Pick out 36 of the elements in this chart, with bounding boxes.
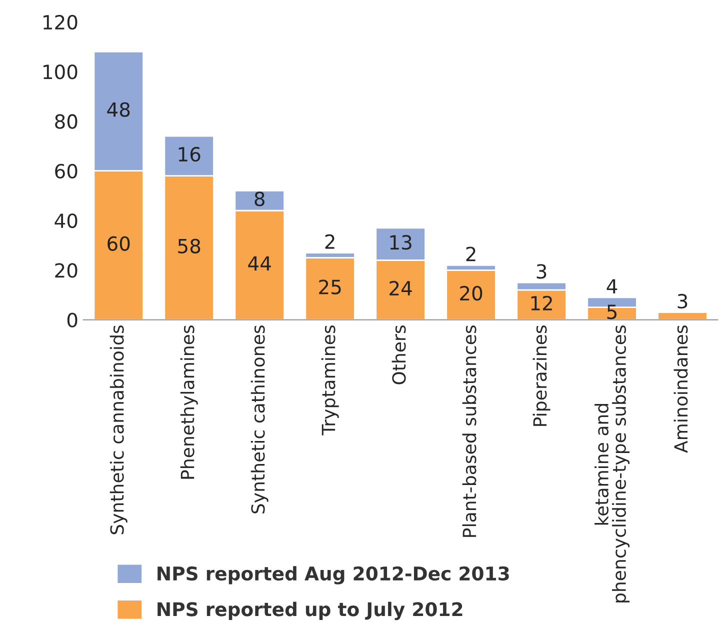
y-tick-label: 60 bbox=[55, 164, 78, 179]
y-tick-label: 0 bbox=[67, 312, 78, 328]
x-tick-label: Piperazines bbox=[532, 326, 550, 426]
y-tick-label: 80 bbox=[55, 114, 78, 129]
data-label: 3 bbox=[536, 264, 546, 279]
data-label: 48 bbox=[107, 102, 130, 117]
y-tick-label: 100 bbox=[44, 64, 78, 80]
data-label: 44 bbox=[248, 256, 271, 271]
data-label: 60 bbox=[108, 236, 130, 251]
x-tick-label: ketamine and phencyclidine-type substances bbox=[594, 326, 630, 602]
data-label: 24 bbox=[390, 280, 412, 296]
x-tick-label: Tryptamines bbox=[321, 326, 339, 436]
bar bbox=[657, 312, 708, 320]
legend-label: NPS reported Aug 2012-Dec 2013 bbox=[158, 566, 509, 584]
data-label: 16 bbox=[178, 146, 200, 162]
data-label: 13 bbox=[390, 235, 412, 250]
legend-label: NPS reported up to July 2012 bbox=[158, 602, 462, 620]
y-tick-label: 20 bbox=[55, 263, 78, 278]
x-tick-label: Others bbox=[392, 326, 406, 384]
data-label: 25 bbox=[319, 280, 341, 294]
data-label: 2 bbox=[466, 246, 476, 262]
x-tick-label: Synthetic cannabinoids bbox=[110, 326, 128, 534]
data-label: 12 bbox=[531, 296, 552, 310]
data-label: 3 bbox=[678, 294, 688, 309]
data-label: 4 bbox=[606, 279, 618, 294]
x-tick-label: Synthetic cathinones bbox=[250, 326, 268, 514]
y-tick-label: 120 bbox=[44, 14, 78, 30]
x-tick-label: Phenethylamines bbox=[180, 326, 198, 479]
data-label: 8 bbox=[254, 192, 264, 206]
data-label: 5 bbox=[607, 304, 617, 320]
y-tick-label: 40 bbox=[54, 213, 78, 228]
x-tick-label: Plant-based substances bbox=[462, 326, 476, 537]
x-tick-label: Aminoindanes bbox=[674, 326, 688, 453]
data-label: 58 bbox=[178, 238, 200, 254]
data-label: 2 bbox=[325, 234, 334, 249]
data-label: 20 bbox=[460, 286, 482, 301]
